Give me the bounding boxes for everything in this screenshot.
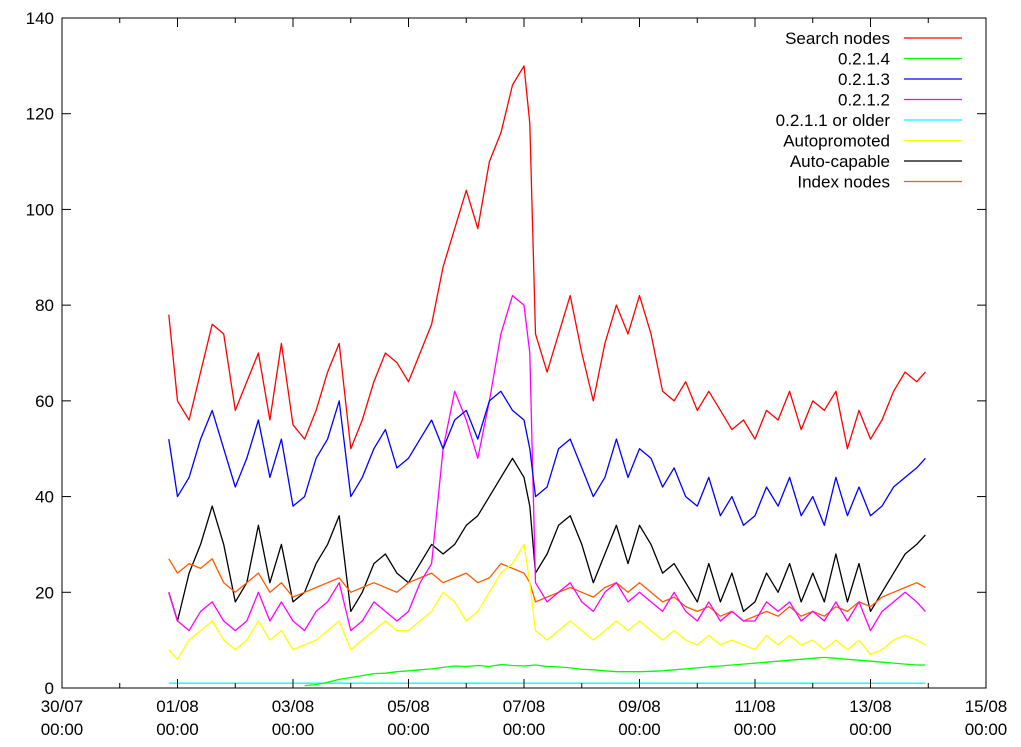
legend-label: Auto-capable bbox=[790, 152, 890, 171]
series-line-0-2-1-2 bbox=[168, 294, 926, 632]
x-tick-time-label: 00:00 bbox=[849, 720, 892, 739]
x-tick-date-label: 07/08 bbox=[503, 697, 546, 716]
x-tick-time-label: 00:00 bbox=[272, 720, 315, 739]
x-axis: 30/07 00:00 01/08 00:00 03/08 00:00 05/08 00:00… bbox=[41, 18, 1008, 739]
y-tick-label: 120 bbox=[26, 105, 54, 124]
series-line-search-nodes bbox=[168, 65, 926, 450]
x-tick-date-label: 09/08 bbox=[618, 697, 661, 716]
series-line-index-nodes bbox=[168, 558, 926, 622]
x-tick-date-label: 01/08 bbox=[156, 697, 199, 716]
legend-label: 0.2.1.1 or older bbox=[776, 111, 891, 130]
y-tick-label: 140 bbox=[26, 9, 54, 28]
x-tick-date-label: 15/08 bbox=[965, 697, 1008, 716]
series-line-auto-capable bbox=[168, 457, 926, 622]
x-tick-time-label: 00:00 bbox=[503, 720, 546, 739]
legend-label: Search nodes bbox=[785, 29, 890, 48]
y-axis: 0 20 40 60 80 100 120 140 bbox=[26, 9, 986, 698]
series-line-autopromoted bbox=[168, 543, 926, 660]
y-tick-label: 20 bbox=[35, 583, 54, 602]
x-tick-time-label: 00:00 bbox=[965, 720, 1008, 739]
x-tick-date-label: 03/08 bbox=[272, 697, 315, 716]
x-tick-time-label: 00:00 bbox=[387, 720, 430, 739]
y-tick-label: 0 bbox=[45, 679, 54, 698]
y-tick-label: 40 bbox=[35, 488, 54, 507]
x-tick-time-label: 00:00 bbox=[156, 720, 199, 739]
legend-label: 0.2.1.2 bbox=[838, 91, 890, 110]
y-tick-label: 100 bbox=[26, 200, 54, 219]
series-line-0-2-1-4 bbox=[304, 656, 926, 687]
x-tick-date-label: 30/07 bbox=[41, 697, 84, 716]
legend: Search nodes 0.2.1.40.2.1.3 0.2.1.20.2.1.1… bbox=[776, 29, 962, 192]
x-tick-date-label: 13/08 bbox=[849, 697, 892, 716]
x-tick-time-label: 00:00 bbox=[618, 720, 661, 739]
legend-label: Autopromoted bbox=[783, 132, 890, 151]
legend-label: Index nodes bbox=[797, 173, 890, 192]
y-tick-label: 80 bbox=[35, 296, 54, 315]
x-tick-date-label: 11/08 bbox=[734, 697, 775, 716]
series-line-0-2-1-3 bbox=[168, 390, 926, 526]
x-tick-time-label: 00:00 bbox=[734, 720, 777, 739]
legend-label: 0.2.1.4 bbox=[838, 50, 890, 69]
legend-label: 0.2.1.3 bbox=[838, 70, 890, 89]
x-tick-date-label: 05/08 bbox=[387, 697, 430, 716]
y-tick-label: 60 bbox=[35, 392, 54, 411]
x-tick-time-label: 00:00 bbox=[41, 720, 84, 739]
plot-series-group bbox=[168, 65, 926, 687]
